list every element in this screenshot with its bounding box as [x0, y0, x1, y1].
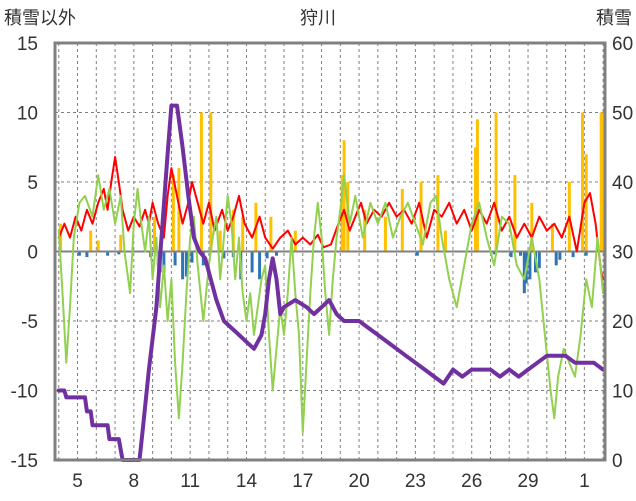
x-tick-label: 29	[517, 471, 538, 492]
left-tick-label: -15	[11, 451, 38, 472]
precip-bar	[519, 251, 522, 256]
precip-bar	[173, 251, 177, 266]
x-tick-label: 5	[72, 471, 83, 492]
precip-bar	[222, 251, 226, 259]
precip-bar	[599, 112, 603, 252]
precip-bar	[241, 216, 245, 252]
x-tick-label: 23	[405, 471, 426, 492]
right-tick-label: 30	[612, 243, 633, 264]
precip-bar	[59, 223, 63, 252]
x-tick-label: 1	[579, 471, 590, 492]
precip-bar	[509, 251, 513, 258]
precip-bar	[419, 182, 423, 252]
right-tick-label: 10	[612, 382, 633, 403]
precip-bar	[537, 251, 541, 269]
x-tick-label: 20	[349, 471, 370, 492]
precip-bar	[522, 251, 526, 294]
precip-bar	[346, 182, 350, 252]
precip-bar	[584, 154, 588, 252]
precip-bar	[443, 230, 447, 252]
right-tick-label: 0	[612, 451, 623, 472]
right-tick-label: 40	[612, 173, 633, 194]
left-tick-label: 0	[27, 243, 38, 264]
precip-bar	[554, 251, 558, 266]
precip-bar	[584, 251, 588, 256]
precip-bar	[89, 230, 93, 252]
x-tick-label: 8	[129, 471, 140, 492]
left-tick-label: 10	[17, 104, 38, 125]
precip-bar	[153, 216, 156, 252]
precip-bar	[293, 230, 297, 252]
precip-bar	[258, 251, 262, 280]
precip-bar	[119, 234, 123, 252]
precip-bar	[513, 175, 517, 252]
precip-bar	[269, 216, 273, 252]
green-series-line	[57, 174, 605, 434]
left-tick-label: -5	[21, 312, 38, 333]
x-tick-label: 14	[236, 471, 258, 492]
precip-bar	[171, 175, 175, 252]
precip-bar	[528, 251, 532, 280]
chart-title: 狩川	[300, 8, 336, 29]
left-tick-label: 5	[27, 173, 38, 194]
right-tick-label: 50	[612, 104, 633, 125]
precip-bar	[400, 188, 404, 252]
left-axis-label: 積雪以外	[4, 8, 76, 29]
x-tick-label: 17	[292, 471, 313, 492]
right-tick-label: 60	[612, 34, 633, 55]
precip-bar	[494, 112, 498, 252]
precip-bar	[184, 251, 188, 277]
left-tick-label: 15	[17, 34, 38, 55]
x-tick-label: 26	[461, 471, 482, 492]
red-series-line	[57, 156, 605, 281]
precip-bar	[571, 251, 575, 258]
precip-bar	[475, 119, 479, 252]
right-axis-label: 積雪	[596, 8, 632, 29]
precip-bar	[492, 251, 496, 255]
precip-bar	[601, 112, 605, 252]
precip-bar	[96, 240, 100, 252]
precip-bar	[209, 112, 213, 252]
precip-bar	[218, 230, 222, 252]
series-lines	[56, 103, 606, 462]
precip-bar	[474, 147, 477, 252]
precip-bar	[530, 202, 534, 252]
precip-bar	[199, 112, 203, 252]
precip-bar	[231, 209, 235, 252]
precip-bar	[383, 216, 387, 252]
precip-bar	[550, 223, 554, 252]
snow-depth-line	[56, 103, 606, 462]
precip-bar	[265, 251, 269, 259]
precip-bar	[581, 112, 584, 252]
precip-bar	[415, 251, 419, 256]
x-tick-label: 11	[180, 471, 200, 492]
right-tick-label: 20	[612, 312, 633, 333]
precip-bar	[275, 251, 278, 256]
plot-frame	[53, 41, 607, 462]
precip-bar	[181, 251, 185, 280]
precip-bar	[106, 251, 110, 256]
precip-bar	[117, 251, 121, 255]
precip-bar	[558, 251, 562, 260]
precip-bar	[85, 251, 89, 258]
left-tick-label: -10	[11, 382, 38, 403]
precip-bar	[77, 251, 81, 256]
precip-bar	[250, 251, 254, 273]
precip-bar	[190, 251, 194, 263]
precip-bar	[342, 140, 346, 252]
precip-bar	[162, 251, 166, 273]
